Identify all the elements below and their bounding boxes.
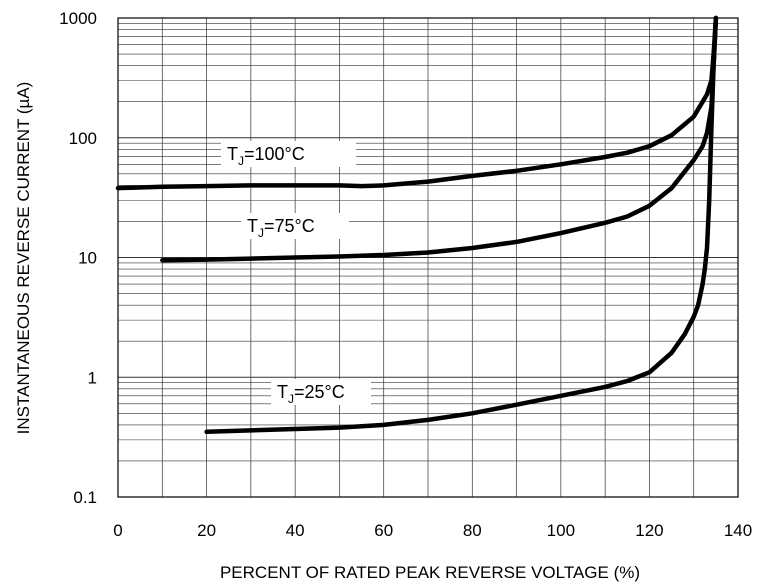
series-line-tj-100c <box>115 15 719 191</box>
series-label-background <box>221 141 356 167</box>
x-tick-label: 140 <box>724 521 752 540</box>
y-tick-label: 100 <box>69 129 97 148</box>
y-tick-label: 1000 <box>59 9 97 28</box>
x-tick-label: 0 <box>113 521 122 540</box>
plot-frame <box>117 17 739 498</box>
y-tick-label: 1 <box>88 368 97 387</box>
y-tick-labels: 0.1 1 10 100 1000 <box>59 9 97 507</box>
y-axis-title: INSTANTANEOUS REVERSE CURRENT (µA) <box>14 82 33 435</box>
x-tick-label: 80 <box>463 521 482 540</box>
series-labels: TJ=100°C TJ=75°C TJ=25°C <box>221 141 371 406</box>
x-tick-label: 120 <box>635 521 663 540</box>
series-label-background <box>271 379 371 405</box>
y-tick-label: 0.1 <box>73 488 97 507</box>
x-tick-label: 20 <box>197 521 216 540</box>
series-label-tj-25c: TJ=25°C <box>277 382 345 406</box>
y-tick-label: 10 <box>78 249 97 268</box>
series-lines <box>115 15 719 435</box>
series-label-background <box>241 213 349 239</box>
x-tick-label: 60 <box>374 521 393 540</box>
series-line-tj-75c <box>160 15 719 263</box>
x-tick-label: 100 <box>547 521 575 540</box>
x-tick-label: 40 <box>286 521 305 540</box>
x-axis-title: PERCENT OF RATED PEAK REVERSE VOLTAGE (%… <box>220 563 640 582</box>
series-label-tj-75c: TJ=75°C <box>247 216 315 240</box>
x-tick-labels: 0 20 40 60 80 100 120 140 <box>113 521 752 540</box>
series-label-tj-100c: TJ=100°C <box>227 144 305 168</box>
series-line-tj-25c <box>204 15 719 435</box>
